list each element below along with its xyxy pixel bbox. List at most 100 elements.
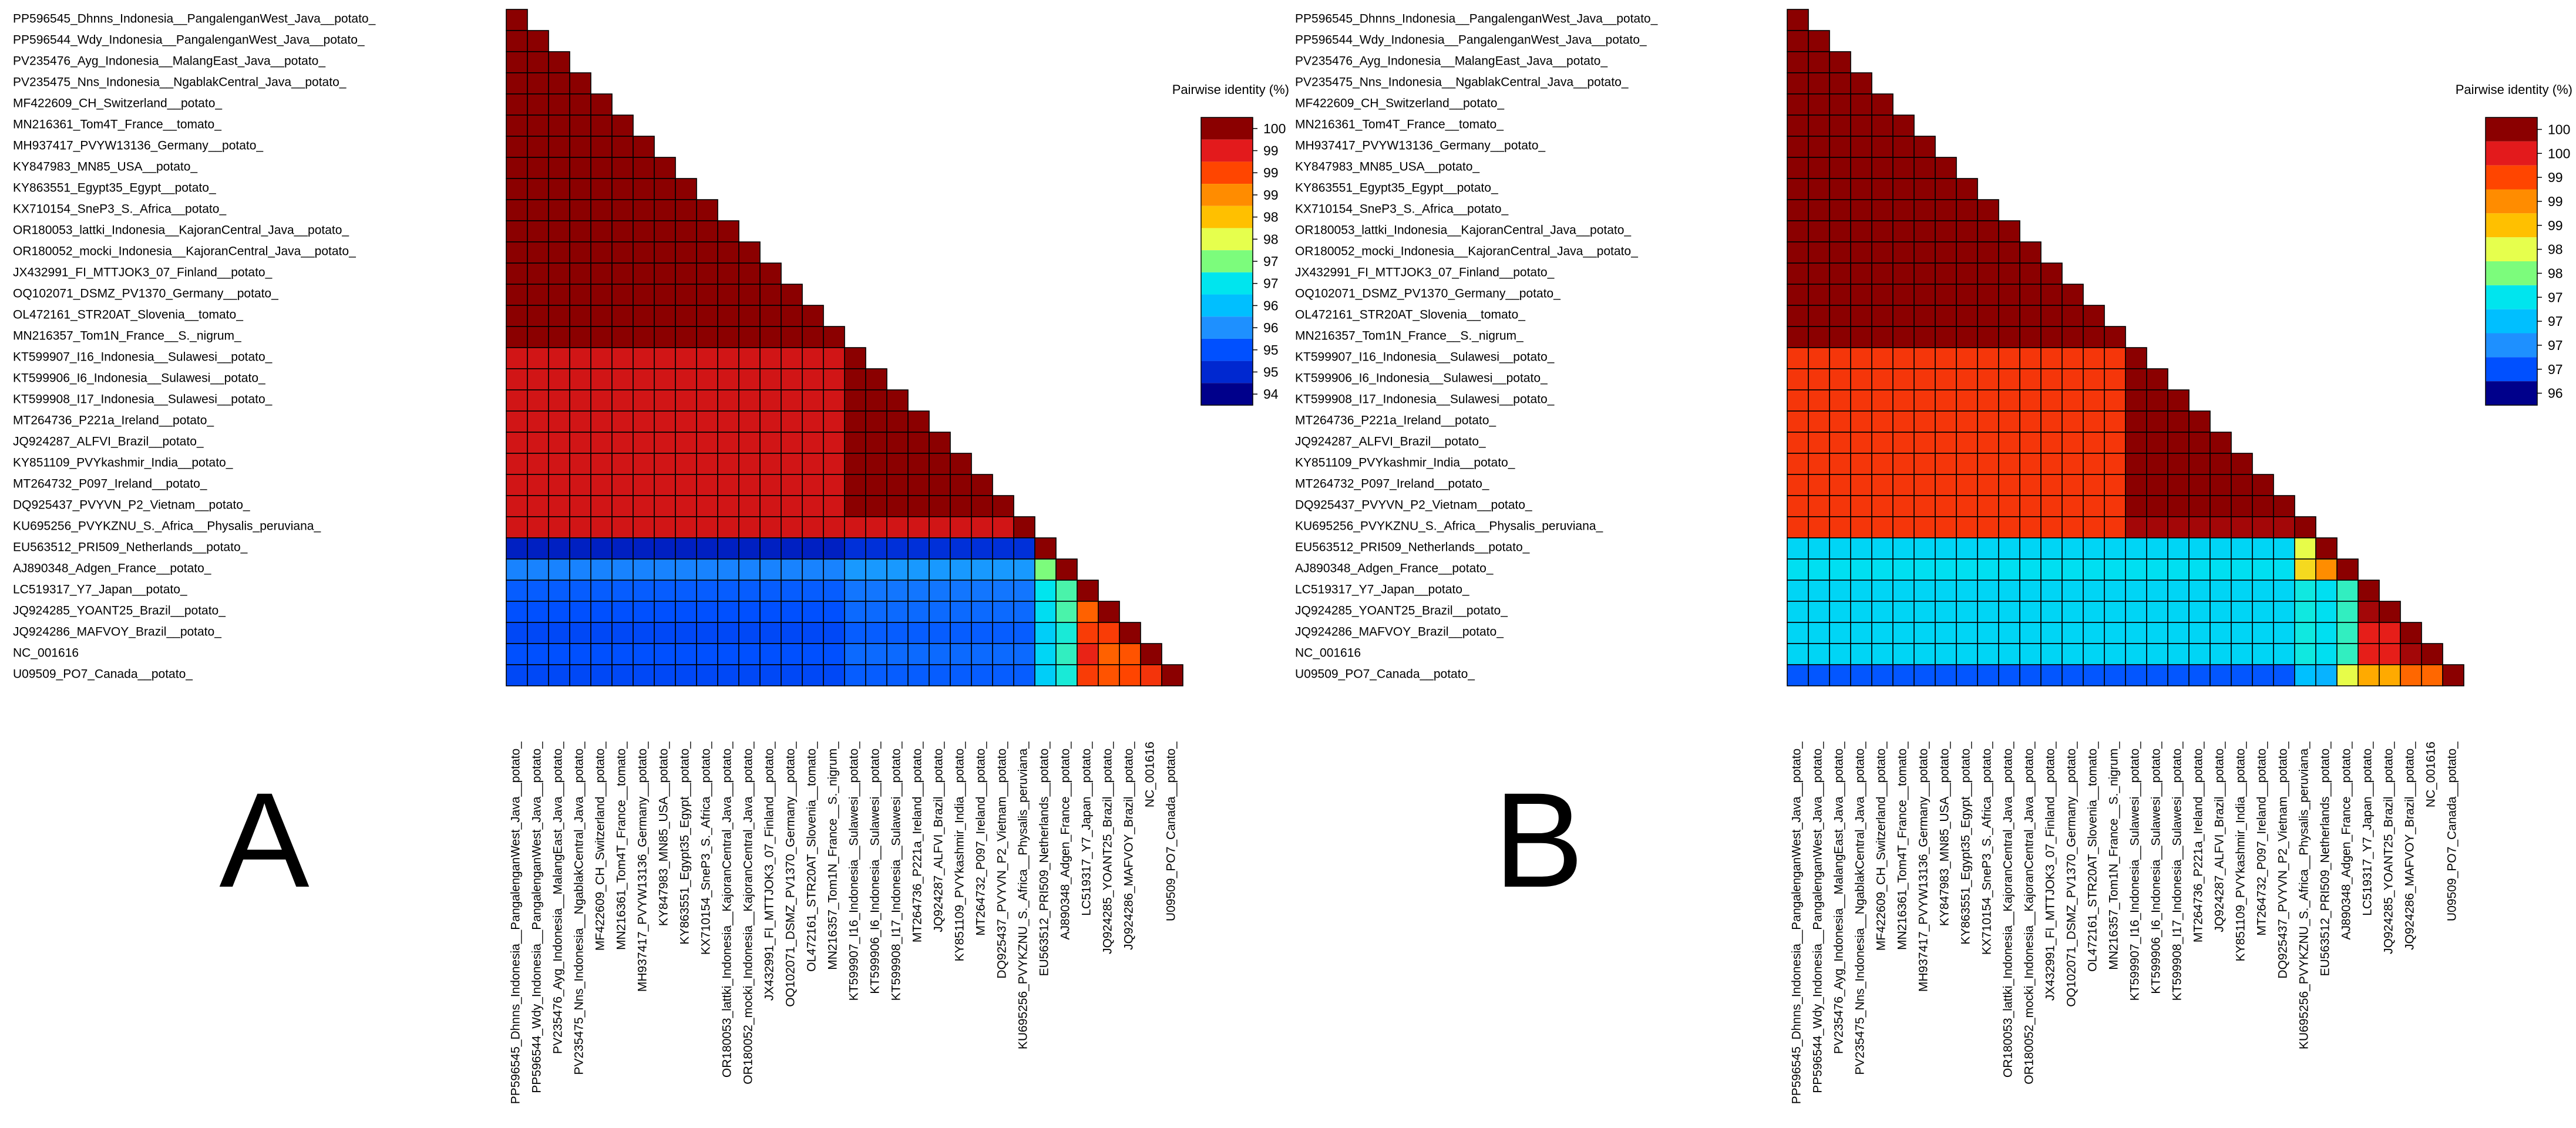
heatmap-cell-30-15	[823, 643, 845, 665]
row-label: JQ924286_MAFVOY_Brazil__potato_	[13, 625, 221, 638]
row-label: U09509_PO7_Canada__potato_	[13, 667, 193, 681]
heatmap-cell-27-15	[823, 580, 845, 602]
heatmap-cell-29-15	[823, 622, 845, 644]
heatmap-cell-31-30	[1140, 664, 1162, 686]
heatmap-cell-17-12	[759, 368, 782, 390]
row-label: AJ890348_Adgen_France__potato_	[1295, 561, 1494, 575]
heatmap-cell-24-1	[527, 516, 549, 538]
heatmap-cell-27-20	[929, 580, 951, 602]
heatmap-cell-14-3	[569, 305, 591, 327]
heatmap-cell-13-6	[633, 284, 655, 306]
heatmap-cell-29-9	[696, 622, 718, 644]
legend-tick-label: 95	[1263, 342, 1279, 358]
heatmap-cell-24-13	[2062, 516, 2084, 538]
heatmap-cell-31-13	[2062, 664, 2084, 686]
heatmap-cell-25-15	[823, 537, 845, 560]
heatmap-cell-23-5	[611, 495, 634, 517]
heatmap-cell-15-3	[1850, 326, 1872, 348]
heatmap-cell-10-5	[1892, 220, 1915, 243]
heatmap-cell-22-13	[2062, 474, 2084, 496]
heatmap-cell-11-3	[569, 241, 591, 264]
heatmap-cell-9-4	[590, 199, 613, 221]
heatmap-cell-31-24	[2294, 664, 2316, 686]
heatmap-cell-11-0	[506, 241, 528, 264]
heatmap-cell-24-5	[1892, 516, 1915, 538]
heatmap-cell-25-8	[675, 537, 697, 560]
heatmap-cell-18-11	[738, 389, 761, 412]
heatmap-cell-21-19	[907, 453, 930, 475]
heatmap-cell-0-0	[1787, 9, 1809, 31]
column-label: U09509_PO7_Canada__potato_	[2445, 742, 2459, 921]
heatmap-cell-23-15	[2104, 495, 2126, 517]
heatmap-cell-24-18	[2167, 516, 2190, 538]
heatmap-cell-28-14	[802, 601, 824, 623]
heatmap-cell-15-14	[2083, 326, 2105, 348]
legend-tick-label: 99	[1263, 143, 1279, 159]
heatmap-cell-19-8	[1956, 410, 1978, 433]
heatmap-cell-11-5	[611, 241, 634, 264]
heatmap-cell-28-11	[2019, 601, 2042, 623]
column-label: EU563512_PRI509_Netherlands__potato_	[2318, 742, 2332, 977]
heatmap-cell-16-8	[1956, 347, 1978, 369]
heatmap-cell-23-4	[590, 495, 613, 517]
heatmap-cell-6-1	[527, 136, 549, 158]
heatmap-cell-29-26	[1055, 622, 1078, 644]
row-label: MT264736_P221a_Ireland__potato_	[13, 413, 214, 427]
heatmap-cell-5-1	[527, 115, 549, 137]
column-label: NC_001616	[2424, 742, 2437, 807]
heatmap-cell-15-6	[1913, 326, 1936, 348]
row-label: DQ925437_PVYVN_P2_Vietnam__potato_	[1295, 498, 1532, 511]
heatmap-cell-29-21	[950, 622, 972, 644]
heatmap-cell-29-1	[1808, 622, 1830, 644]
heatmap-panel-a: PP596545_Dhnns_Indonesia__PangalenganWes…	[13, 9, 1289, 1104]
heatmap-cell-27-1	[1808, 580, 1830, 602]
row-label: MF422609_CH_Switzerland__potato_	[1295, 96, 1504, 110]
heatmap-cell-27-7	[1935, 580, 1957, 602]
heatmap-cell-6-5	[611, 136, 634, 158]
heatmap-cell-8-3	[569, 178, 591, 200]
heatmap-cell-27-23	[2273, 580, 2295, 602]
heatmap-cell-6-2	[548, 136, 570, 158]
heatmap-cell-28-26	[1055, 601, 1078, 623]
heatmap-cell-21-8	[675, 453, 697, 475]
heatmap-cell-13-2	[1829, 284, 1851, 306]
heatmap-cell-29-24	[1013, 622, 1035, 644]
heatmap-cell-16-1	[1808, 347, 1830, 369]
heatmap-cell-28-19	[907, 601, 930, 623]
heatmap-cell-21-15	[823, 453, 845, 475]
heatmap-cell-18-5	[611, 389, 634, 412]
heatmap-cell-22-4	[590, 474, 613, 496]
heatmap-cell-20-13	[2062, 432, 2084, 454]
column-label: MN216361_Tom4T_France__tomato_	[614, 742, 628, 950]
heatmap-cell-28-20	[2210, 601, 2232, 623]
row-label: MN216357_Tom1N_France__S._nigrum_	[1295, 329, 1524, 342]
heatmap-cell-22-17	[2146, 474, 2168, 496]
heatmap-cell-30-7	[1935, 643, 1957, 665]
panel-letter: B	[1494, 765, 1583, 915]
heatmap-cell-22-14	[802, 474, 824, 496]
heatmap-cell-10-0	[506, 220, 528, 243]
legend-tick-label: 96	[2548, 386, 2563, 401]
heatmap-cell-23-6	[1913, 495, 1936, 517]
heatmap-cell-30-21	[2231, 643, 2253, 665]
heatmap-cell-24-10	[1998, 516, 2020, 538]
heatmap-cell-12-10	[1998, 262, 2020, 285]
heatmap-cell-20-15	[823, 432, 845, 454]
heatmap-cell-6-2	[1829, 136, 1851, 158]
row-label: MT264732_P097_Ireland__potato_	[1295, 477, 1489, 490]
heatmap-cell-21-18	[2167, 453, 2190, 475]
heatmap-cell-30-14	[2083, 643, 2105, 665]
heatmap-cell-23-2	[1829, 495, 1851, 517]
heatmap-cell-16-10	[1998, 347, 2020, 369]
heatmap-cell-26-10	[1998, 558, 2020, 581]
heatmap-cell-30-24	[1013, 643, 1035, 665]
heatmap-cell-31-12	[2040, 664, 2063, 686]
heatmap-cell-18-7	[1935, 389, 1957, 412]
heatmap-cell-19-1	[1808, 410, 1830, 433]
heatmap-cell-30-18	[2167, 643, 2190, 665]
column-label: MT264732_P097_Ireland__potato_	[974, 742, 987, 936]
heatmap-cell-16-14	[802, 347, 824, 369]
heatmap-cell-12-3	[1850, 262, 1872, 285]
heatmap-cell-19-2	[1829, 410, 1851, 433]
heatmap-cell-19-5	[611, 410, 634, 433]
